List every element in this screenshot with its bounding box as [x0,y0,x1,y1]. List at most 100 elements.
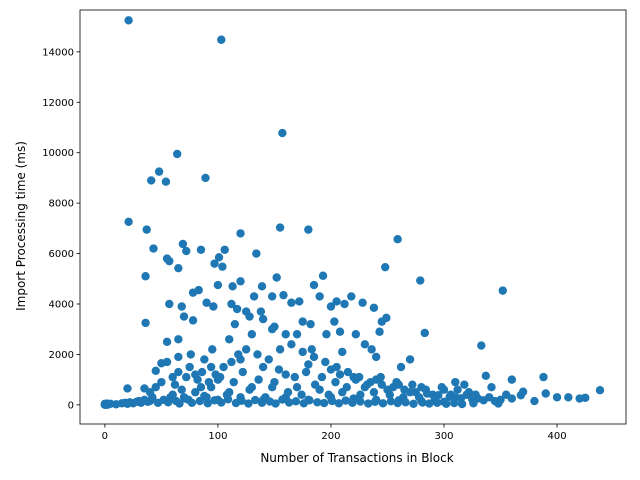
data-point [442,399,451,409]
data-point [341,396,350,405]
data-point [552,393,562,402]
data-point [230,319,240,329]
data-point [369,388,379,397]
data-point [218,262,227,271]
data-point [201,173,210,183]
data-point [154,167,164,176]
data-point [217,398,226,407]
data-point [253,350,262,359]
data-point [168,372,177,382]
data-point [290,372,299,382]
data-point [408,380,417,389]
data-point [393,398,402,408]
data-point [223,395,233,404]
data-point [420,328,429,338]
data-point [161,177,171,186]
data-point [194,285,203,295]
data-point [185,362,194,372]
data-point [162,357,172,367]
data-point [449,398,459,408]
data-point [151,382,160,392]
data-point [182,372,191,382]
data-point [247,330,257,339]
data-point [258,362,268,372]
x-tick-label: 400 [547,431,566,442]
data-point [369,303,379,312]
data-point [141,272,150,281]
data-point [193,375,202,384]
data-point [279,290,288,300]
data-point [401,398,410,407]
data-point [174,367,183,377]
data-point [318,271,328,280]
data-point [494,399,503,408]
data-point [595,386,605,395]
data-point [208,345,217,354]
data-point [151,366,160,375]
data-point [362,380,372,389]
data-point [217,35,226,44]
data-point [287,298,296,307]
data-point [142,225,151,234]
data-point [234,350,243,359]
data-point [386,397,396,406]
data-point [498,286,507,295]
data-point [378,399,388,408]
data-point [409,399,418,409]
data-point [203,399,212,408]
data-point [321,357,330,367]
data-point [229,377,238,387]
y-tick-label: 4000 [49,299,74,310]
data-point [343,367,353,377]
data-point [460,380,469,389]
data-point [165,299,174,309]
data-point [292,330,302,339]
data-point [377,380,387,389]
data-point [298,317,307,326]
data-point [364,399,373,408]
data-point [446,390,455,399]
data-point [264,355,273,364]
y-tick-label: 12000 [42,98,74,109]
data-point [479,396,488,405]
data-point [507,375,517,384]
data-point [180,394,190,403]
data-point [267,325,277,334]
data-point [370,397,380,407]
data-point [437,382,446,392]
data-point [385,390,394,399]
data-point [405,355,415,364]
data-point [381,262,390,272]
data-point [332,362,341,372]
data-point [340,299,349,309]
data-point [251,395,260,405]
data-point [284,398,294,407]
data-point [188,316,198,325]
data-point [141,318,150,328]
data-point [196,382,206,392]
data-point [210,396,219,405]
data-point [245,312,254,321]
data-point [351,330,361,339]
data-point [310,380,320,389]
data-point [295,297,304,306]
data-point [148,393,157,402]
data-point [317,372,327,382]
x-tick-label: 0 [102,431,108,442]
data-point [281,370,290,379]
data-point [254,375,263,384]
data-point [123,384,132,393]
y-tick-label: 14000 [42,47,74,58]
data-point [356,397,365,406]
data-point [298,347,307,357]
data-point [347,292,356,301]
data-point [202,298,211,307]
data-point [257,398,267,408]
data-point [291,397,301,406]
data-point [356,390,365,399]
data-point [274,365,284,374]
data-point [471,390,480,399]
y-tick-label: 8000 [49,199,74,210]
points-layer [100,16,605,410]
data-point [425,399,434,408]
